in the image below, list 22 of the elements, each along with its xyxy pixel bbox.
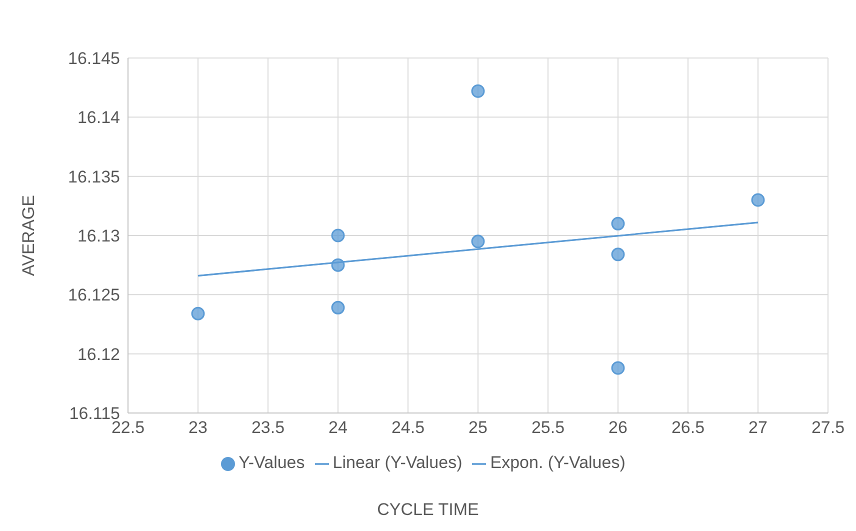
y-axis-title: AVERAGE <box>19 195 38 276</box>
y-tick-label: 16.145 <box>68 49 120 68</box>
x-tick-label: 23 <box>188 418 208 438</box>
y-tick-label: 16.13 <box>77 226 120 246</box>
x-tick-label: 24.5 <box>391 418 425 438</box>
legend-label: Linear (Y-Values) <box>332 453 462 472</box>
x-tick-label: 26.5 <box>671 418 705 438</box>
x-axis-title: CYCLE TIME <box>376 500 480 520</box>
y-tick-label: 16.125 <box>68 286 120 305</box>
x-tick-label: 27 <box>748 418 768 438</box>
x-tick-label: 26 <box>608 418 628 438</box>
y-tick-label: 16.135 <box>68 167 120 186</box>
x-tick-label: 24 <box>328 418 348 438</box>
y-tick-label: 16.12 <box>77 344 120 364</box>
legend-label: Expon. (Y-Values) <box>490 453 626 472</box>
y-tick-label: 16.14 <box>77 108 120 128</box>
x-tick-label: 25.5 <box>531 418 565 438</box>
x-tick-label: 22.5 <box>111 418 145 438</box>
x-tick-label: 25 <box>468 418 488 438</box>
x-tick-label: 23.5 <box>251 418 285 438</box>
x-tick-label: 27.5 <box>811 418 845 438</box>
legend-label: Y-Values <box>238 453 305 472</box>
